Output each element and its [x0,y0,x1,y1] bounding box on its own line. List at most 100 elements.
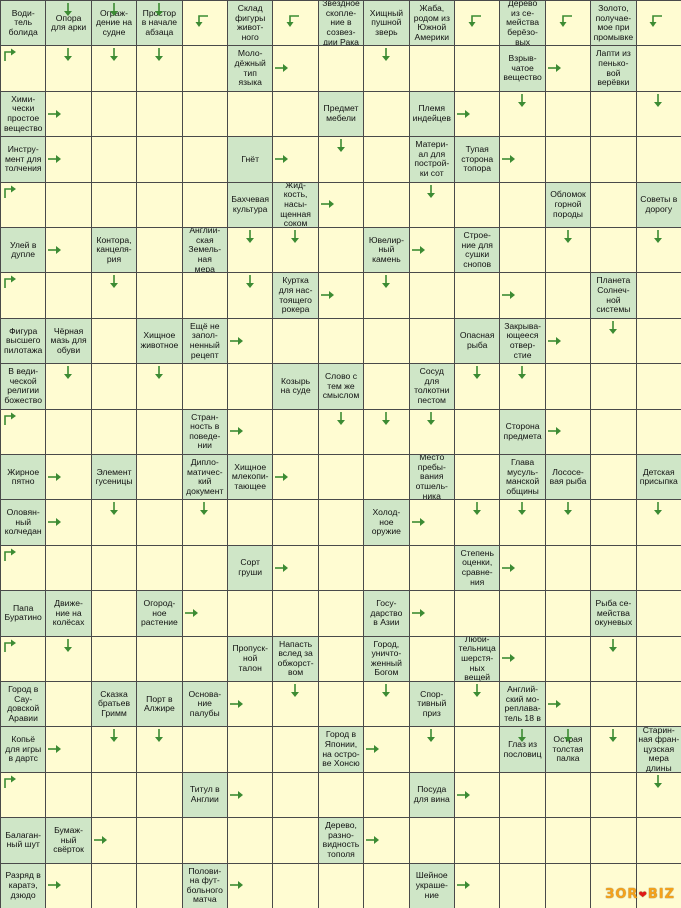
answer-cell[interactable] [364,364,409,409]
answer-cell[interactable] [545,1,591,46]
answer-cell[interactable] [591,863,636,908]
answer-cell[interactable] [182,727,227,772]
answer-cell[interactable] [273,591,318,636]
answer-cell[interactable] [318,228,364,273]
answer-cell[interactable] [409,318,454,364]
answer-cell[interactable] [591,455,636,500]
answer-cell[interactable] [455,182,500,227]
answer-cell[interactable] [591,228,636,273]
answer-cell[interactable] [455,727,500,772]
answer-cell[interactable] [318,591,364,636]
answer-cell[interactable] [91,409,137,454]
answer-cell[interactable] [591,137,636,182]
answer-cell[interactable] [182,636,227,681]
answer-cell[interactable] [545,364,591,409]
answer-cell[interactable] [273,863,318,908]
answer-cell[interactable] [91,91,137,137]
answer-cell[interactable] [1,273,46,318]
answer-cell[interactable] [1,409,46,454]
answer-cell[interactable] [137,500,182,545]
answer-cell[interactable] [273,727,318,772]
answer-cell[interactable] [636,591,681,636]
answer-cell[interactable] [591,364,636,409]
answer-cell[interactable] [545,636,591,681]
answer-cell[interactable] [500,182,545,227]
answer-cell[interactable] [1,636,46,681]
answer-cell[interactable] [182,46,227,91]
answer-cell[interactable] [591,772,636,818]
answer-cell[interactable] [545,91,591,137]
answer-cell[interactable] [1,182,46,227]
answer-cell[interactable] [455,273,500,318]
answer-cell[interactable] [591,182,636,227]
answer-cell[interactable] [636,46,681,91]
answer-cell[interactable] [273,818,318,863]
answer-cell[interactable] [500,863,545,908]
answer-cell[interactable] [500,772,545,818]
answer-cell[interactable] [318,682,364,727]
answer-cell[interactable] [364,318,409,364]
answer-cell[interactable] [46,682,91,727]
answer-cell[interactable] [636,1,681,46]
answer-cell[interactable] [1,545,46,591]
answer-cell[interactable] [137,137,182,182]
answer-cell[interactable] [409,545,454,591]
answer-cell[interactable] [318,455,364,500]
answer-cell[interactable] [500,818,545,863]
answer-cell[interactable] [273,1,318,46]
answer-cell[interactable] [545,273,591,318]
answer-cell[interactable] [318,46,364,91]
answer-cell[interactable] [46,772,91,818]
answer-cell[interactable] [182,273,227,318]
answer-cell[interactable] [91,364,137,409]
answer-cell[interactable] [137,863,182,908]
answer-cell[interactable] [364,455,409,500]
answer-cell[interactable] [545,863,591,908]
answer-cell[interactable] [182,182,227,227]
answer-cell[interactable] [182,364,227,409]
answer-cell[interactable] [91,137,137,182]
answer-cell[interactable] [409,818,454,863]
answer-cell[interactable] [182,91,227,137]
answer-cell[interactable] [545,591,591,636]
answer-cell[interactable] [182,137,227,182]
answer-cell[interactable] [273,500,318,545]
answer-cell[interactable] [137,545,182,591]
answer-cell[interactable] [91,318,137,364]
answer-cell[interactable] [545,545,591,591]
answer-cell[interactable] [545,772,591,818]
answer-cell[interactable] [409,636,454,681]
answer-cell[interactable] [273,318,318,364]
answer-cell[interactable] [455,591,500,636]
answer-cell[interactable] [137,409,182,454]
answer-cell[interactable] [137,455,182,500]
answer-cell[interactable] [137,636,182,681]
answer-cell[interactable] [364,137,409,182]
answer-cell[interactable] [228,500,273,545]
answer-cell[interactable] [364,863,409,908]
answer-cell[interactable] [364,772,409,818]
answer-cell[interactable] [636,409,681,454]
answer-cell[interactable] [636,636,681,681]
answer-cell[interactable] [636,682,681,727]
answer-cell[interactable] [137,273,182,318]
answer-cell[interactable] [46,182,91,227]
answer-cell[interactable] [137,228,182,273]
answer-cell[interactable] [591,545,636,591]
answer-cell[interactable] [228,591,273,636]
answer-cell[interactable] [636,545,681,591]
answer-cell[interactable] [91,591,137,636]
answer-cell[interactable] [46,273,91,318]
answer-cell[interactable] [318,545,364,591]
answer-cell[interactable] [91,863,137,908]
answer-cell[interactable] [46,545,91,591]
answer-cell[interactable] [636,863,681,908]
answer-cell[interactable] [409,273,454,318]
answer-cell[interactable] [318,863,364,908]
answer-cell[interactable] [228,727,273,772]
answer-cell[interactable] [137,772,182,818]
answer-cell[interactable] [455,46,500,91]
answer-cell[interactable] [91,545,137,591]
answer-cell[interactable] [273,91,318,137]
answer-cell[interactable] [545,137,591,182]
